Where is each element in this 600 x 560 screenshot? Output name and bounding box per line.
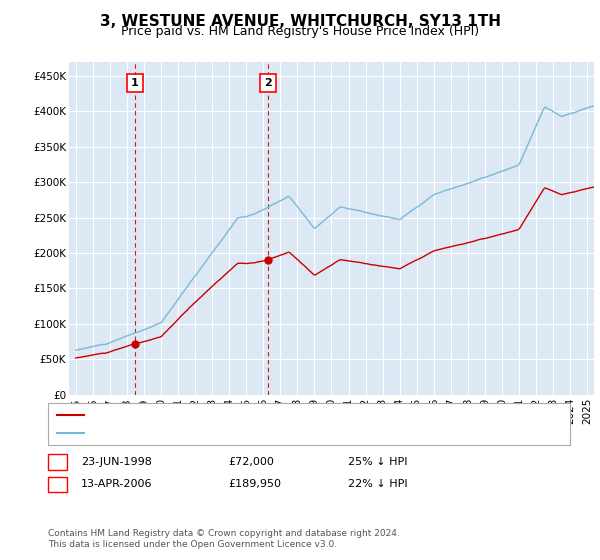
Text: £72,000: £72,000 <box>228 457 274 467</box>
Text: 2: 2 <box>264 78 272 88</box>
Text: Contains HM Land Registry data © Crown copyright and database right 2024.
This d: Contains HM Land Registry data © Crown c… <box>48 529 400 549</box>
Text: 25% ↓ HPI: 25% ↓ HPI <box>348 457 407 467</box>
Text: 1: 1 <box>54 457 61 467</box>
Text: Price paid vs. HM Land Registry's House Price Index (HPI): Price paid vs. HM Land Registry's House … <box>121 25 479 38</box>
Text: 2: 2 <box>54 479 61 489</box>
Text: 3, WESTUNE AVENUE, WHITCHURCH, SY13 1TH: 3, WESTUNE AVENUE, WHITCHURCH, SY13 1TH <box>100 14 500 29</box>
Text: 23-JUN-1998: 23-JUN-1998 <box>81 457 152 467</box>
Text: 13-APR-2006: 13-APR-2006 <box>81 479 152 489</box>
Text: 1: 1 <box>131 78 139 88</box>
Text: 22% ↓ HPI: 22% ↓ HPI <box>348 479 407 489</box>
Text: HPI: Average price, detached house, Shropshire: HPI: Average price, detached house, Shro… <box>90 428 339 438</box>
Text: £189,950: £189,950 <box>228 479 281 489</box>
Text: 3, WESTUNE AVENUE, WHITCHURCH, SY13 1TH (detached house): 3, WESTUNE AVENUE, WHITCHURCH, SY13 1TH … <box>90 410 429 420</box>
